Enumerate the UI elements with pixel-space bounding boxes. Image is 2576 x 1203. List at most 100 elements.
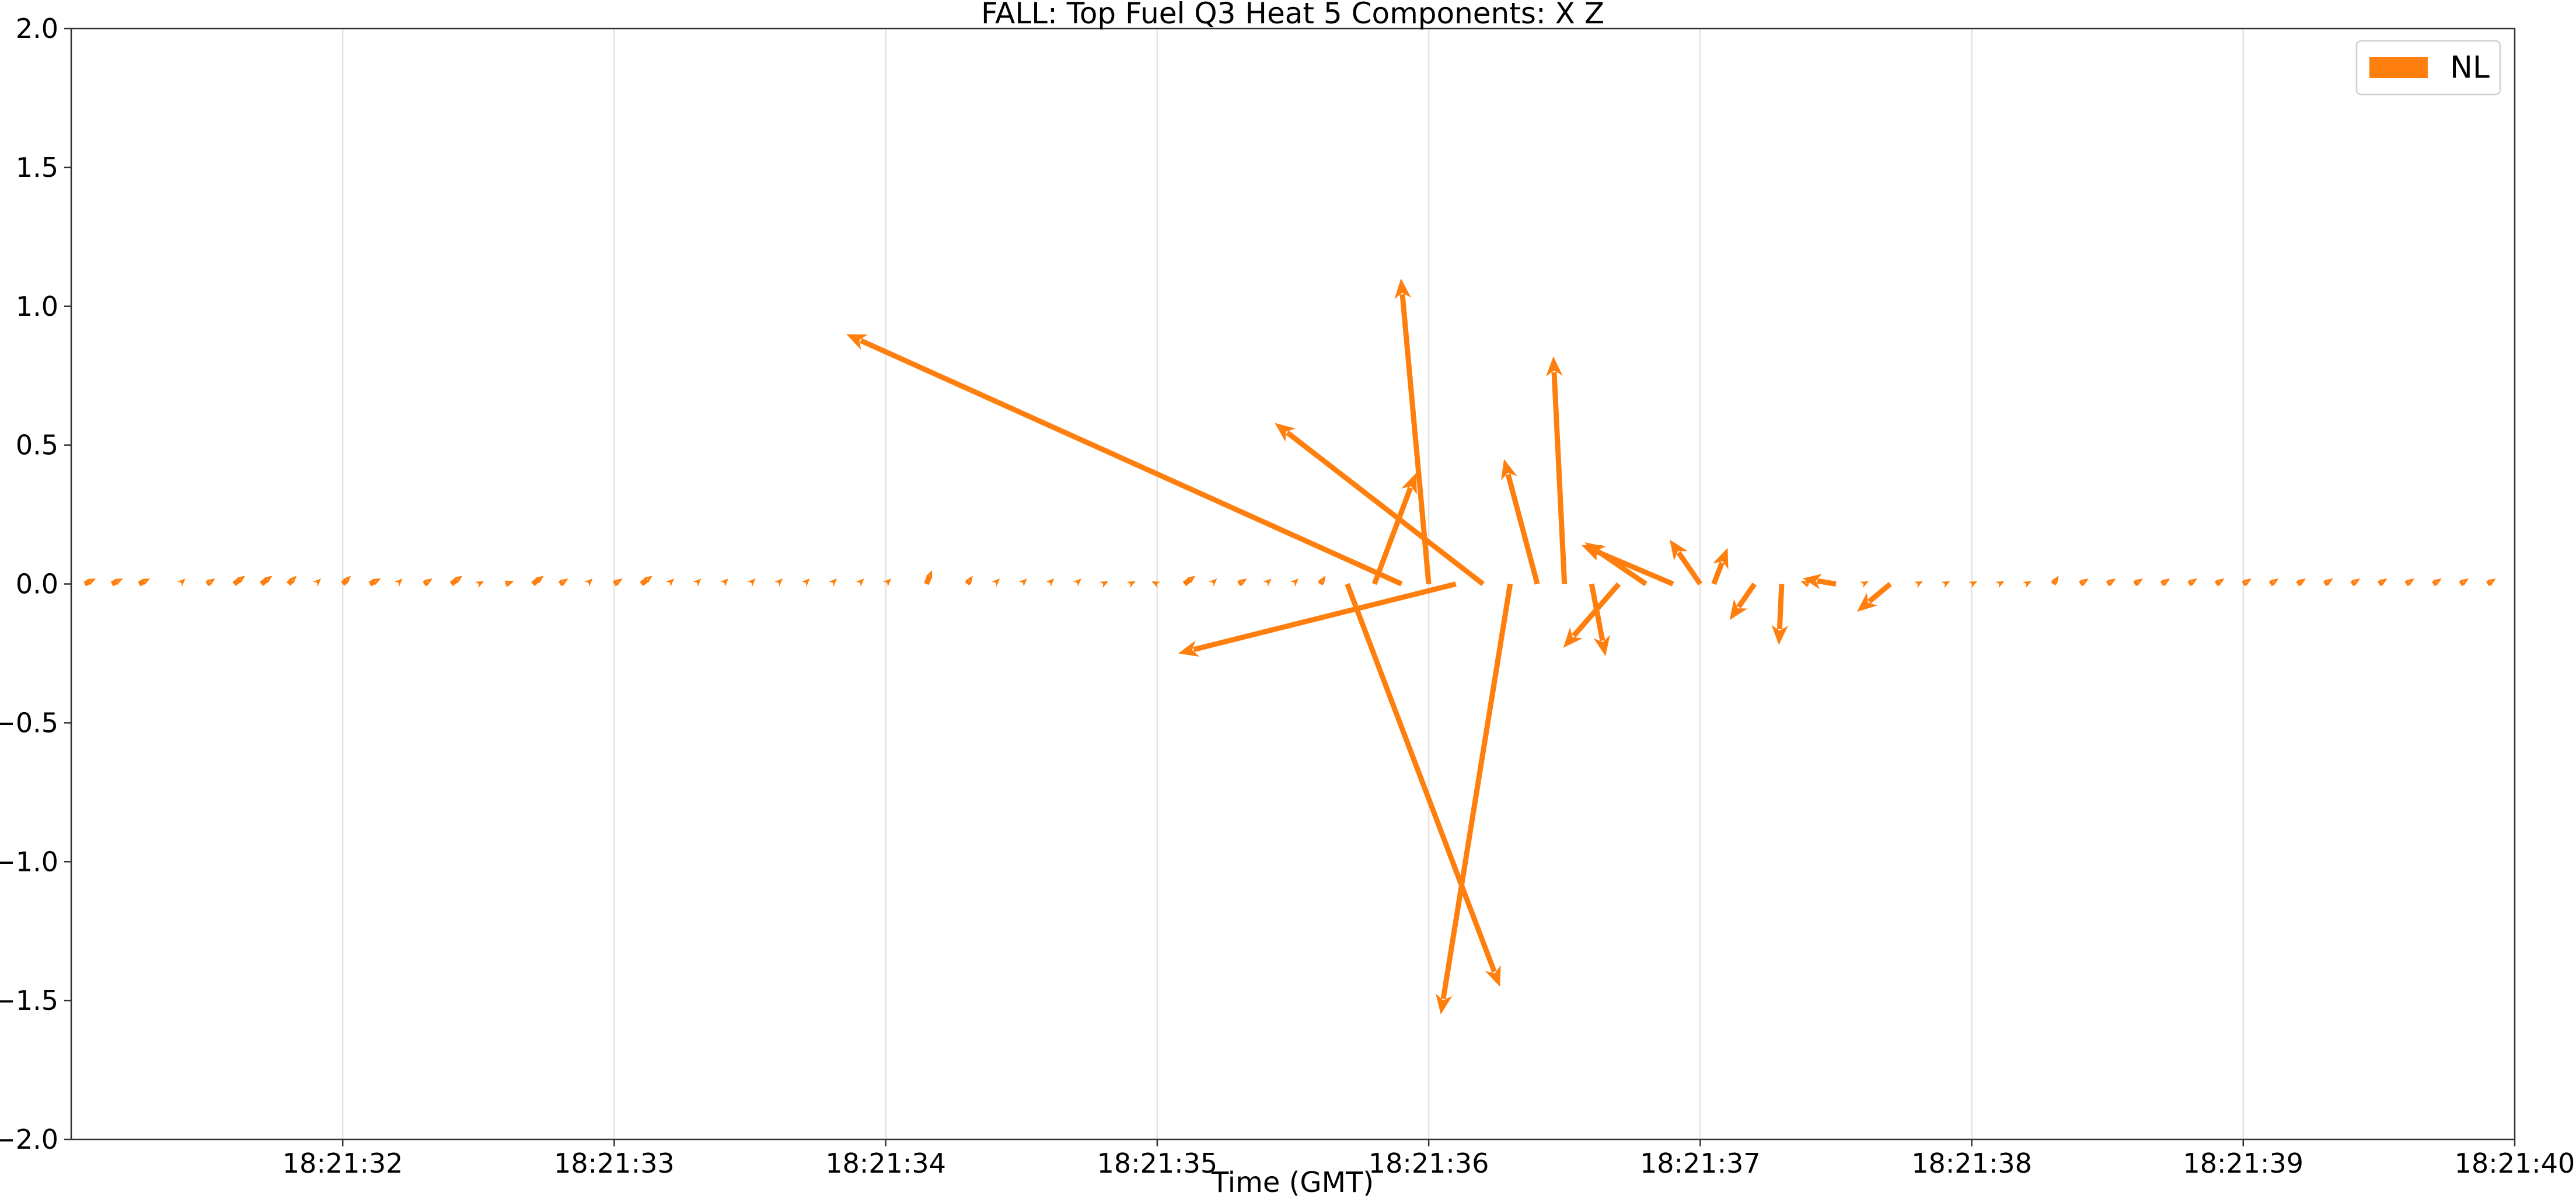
vector-head — [1073, 578, 1081, 587]
y-tick-label: −0.5 — [0, 707, 58, 738]
vector-shaft — [1551, 372, 1568, 584]
vector-shaft — [2051, 580, 2058, 585]
vector-head — [1800, 580, 1810, 587]
vector-shaft — [368, 578, 376, 587]
vector-shaft — [1736, 582, 1757, 609]
vector-shaft — [612, 580, 619, 587]
vector-arrow — [665, 578, 675, 587]
vector-shaft — [2133, 580, 2139, 587]
vector-arrow — [1290, 578, 1299, 587]
vector-arrow — [1318, 576, 1326, 585]
vector-arrow — [1914, 581, 1924, 588]
vector-head — [1401, 473, 1417, 495]
vector-arrow — [423, 578, 433, 587]
legend-swatch-nl — [2369, 57, 2428, 78]
vector-head — [372, 578, 381, 585]
vector-arrow — [2242, 578, 2252, 587]
vector-arrow — [584, 578, 593, 587]
vector-arrow — [259, 576, 273, 587]
vector-head — [1485, 965, 1501, 987]
vector-head — [535, 576, 544, 584]
vector-arrow — [720, 578, 729, 587]
vector-arrow — [1711, 548, 1729, 585]
vector-head — [2270, 578, 2279, 586]
vector-arrow — [2486, 578, 2496, 587]
x-tick-label: 18:21:37 — [1640, 1148, 1761, 1179]
vector-head — [424, 578, 433, 586]
vector-arrow — [774, 578, 783, 587]
chart-title: FALL: Top Fuel Q3 Heat 5 Components: X Z — [981, 0, 1604, 30]
vector-arrow — [1771, 584, 1788, 646]
vector-shaft — [1182, 577, 1192, 587]
vector-arrow — [341, 576, 351, 586]
vector-shaft — [1595, 549, 1674, 587]
vector-head — [2324, 578, 2333, 586]
y-tick-label: 1.0 — [16, 291, 58, 322]
vector-head — [1995, 581, 2005, 588]
vector-shaft — [504, 581, 509, 587]
vector-arrow — [110, 578, 123, 587]
vector-shaft — [1817, 578, 1837, 587]
vector-arrow — [992, 578, 1000, 587]
vector-arrow — [1018, 578, 1027, 587]
vector-shaft — [449, 577, 459, 587]
vector-shaft — [1711, 562, 1725, 585]
vector-arrow — [2106, 578, 2116, 587]
vector-head — [141, 578, 151, 585]
vector-head — [801, 578, 810, 587]
vector-shaft — [1572, 582, 1621, 638]
vector-arrow — [1563, 582, 1621, 648]
vector-arrow — [1436, 583, 1513, 1014]
vector-head — [2243, 578, 2252, 586]
vector-head — [2215, 578, 2225, 586]
x-tick-label: 18:21:36 — [1369, 1148, 1489, 1179]
vector-head — [1099, 581, 1109, 588]
vector-head — [883, 578, 892, 587]
vector-head — [1729, 599, 1748, 620]
vector-shaft — [423, 580, 429, 587]
vector-arrow — [2377, 578, 2387, 587]
vector-shaft — [924, 575, 932, 585]
vector-head — [1771, 625, 1788, 646]
vector-shaft — [2350, 580, 2357, 587]
vector-arrow — [924, 570, 933, 585]
vector-arrow — [1581, 545, 1674, 587]
vector-shaft — [2079, 580, 2085, 587]
vector-arrow — [2323, 578, 2333, 587]
vector-arrow — [1126, 581, 1136, 588]
vector-shaft — [2486, 580, 2492, 587]
y-tick-label: 0.5 — [16, 430, 58, 461]
vector-head — [2051, 576, 2059, 585]
vector-head — [1546, 356, 1563, 377]
vector-shaft — [2242, 580, 2248, 587]
vector-head — [1275, 423, 1296, 442]
vector-shaft — [640, 577, 649, 587]
vector-arrow — [2431, 578, 2442, 587]
vector-head — [394, 578, 403, 587]
vector-arrow — [1729, 582, 1757, 620]
vector-head — [774, 578, 783, 587]
vector-head — [2487, 578, 2496, 586]
vector-shaft — [2459, 580, 2465, 587]
vector-arrow — [1345, 583, 1501, 987]
vector-arrow — [1670, 539, 1703, 586]
vector-arrow — [1995, 581, 2005, 588]
vector-head — [926, 570, 933, 579]
vector-head — [2378, 578, 2387, 586]
x-tick-label: 18:21:40 — [2455, 1148, 2575, 1179]
vector-shaft — [83, 578, 92, 587]
y-tick-label: −2.0 — [0, 1124, 58, 1155]
y-tick-label: 0.0 — [16, 569, 58, 600]
vector-arrow — [232, 576, 246, 587]
vector-head — [965, 576, 973, 585]
vector-arrow — [475, 581, 484, 588]
vector-arrow — [846, 334, 1403, 587]
vector-head — [992, 578, 1000, 587]
vector-arrow — [205, 578, 215, 587]
vector-arrow — [1237, 578, 1247, 587]
vector-head — [2134, 578, 2143, 586]
vector-arrow — [1275, 423, 1485, 587]
legend: NL — [2355, 40, 2501, 96]
vector-shaft — [2323, 580, 2329, 587]
